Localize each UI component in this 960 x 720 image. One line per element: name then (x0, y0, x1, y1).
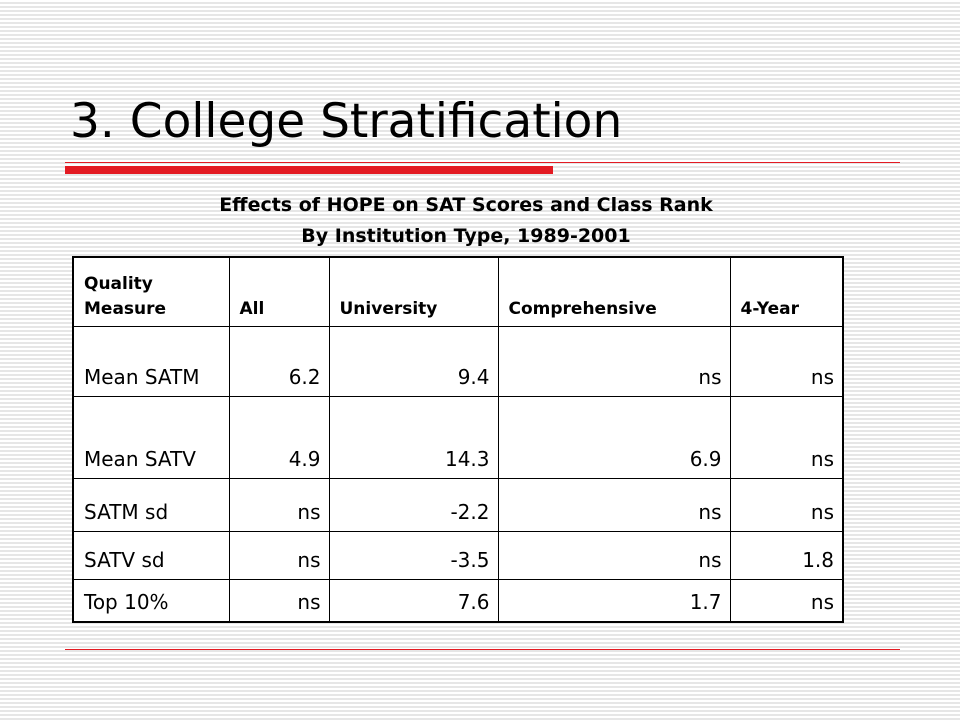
table-cell: ns (729, 325, 844, 397)
table-cell: ns (729, 578, 844, 623)
column-header: Comprehensive (497, 256, 731, 327)
row-label: Top 10% (72, 578, 230, 623)
table-row: Mean SATV 4.9 14.3 6.9 ns (72, 395, 844, 479)
table-cell: 6.2 (228, 325, 330, 397)
table-row: Top 10% ns 7.6 1.7 ns (72, 578, 844, 623)
table-row: SATV sd ns -3.5 ns 1.8 (72, 530, 844, 580)
table-cell: ns (228, 477, 330, 532)
table-cell: -2.2 (328, 477, 499, 532)
slide-title: 3. College Stratification (70, 94, 623, 149)
table-row: Mean SATM 6.2 9.4 ns ns (72, 325, 844, 397)
table-cell: ns (497, 325, 731, 397)
column-header: Quality Measure (72, 256, 230, 327)
table-cell: ns (228, 530, 330, 580)
table-cell: 9.4 (328, 325, 499, 397)
row-label: Mean SATV (72, 395, 230, 479)
footer-rule (65, 649, 900, 650)
table-row: SATM sd ns -2.2 ns ns (72, 477, 844, 532)
row-label: Mean SATM (72, 325, 230, 397)
table-cell: 14.3 (328, 395, 499, 479)
table-cell: 4.9 (228, 395, 330, 479)
table-cell: ns (729, 395, 844, 479)
table-cell: 6.9 (497, 395, 731, 479)
title-rule-thin (65, 162, 900, 163)
table-cell: ns (497, 530, 731, 580)
table-cell: -3.5 (328, 530, 499, 580)
table-cell: 7.6 (328, 578, 499, 623)
table-cell: ns (228, 578, 330, 623)
column-header: University (328, 256, 499, 327)
table-cell: ns (497, 477, 731, 532)
table-cell: 1.7 (497, 578, 731, 623)
row-label: SATV sd (72, 530, 230, 580)
table-caption: By Institution Type, 1989-2001 (301, 225, 631, 247)
title-rule-thick (65, 166, 553, 174)
column-header: All (228, 256, 330, 327)
column-header: 4-Year (729, 256, 844, 327)
table-cell: 1.8 (729, 530, 844, 580)
table-cell: ns (729, 477, 844, 532)
table-caption: Effects of HOPE on SAT Scores and Class … (219, 194, 713, 216)
data-table: Quality Measure All University Comprehensiv… (72, 256, 844, 623)
header-row: Quality Measure All University Comprehensiv… (72, 256, 844, 327)
row-label: SATM sd (72, 477, 230, 532)
